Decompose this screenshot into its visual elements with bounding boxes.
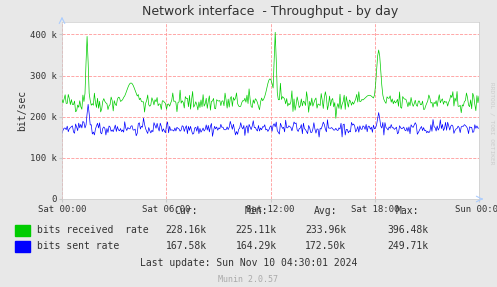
Text: 228.16k: 228.16k bbox=[166, 226, 207, 235]
Text: Min:: Min: bbox=[244, 206, 268, 216]
Y-axis label: bit/sec: bit/sec bbox=[17, 90, 27, 131]
Text: 167.58k: 167.58k bbox=[166, 241, 207, 251]
Text: 164.29k: 164.29k bbox=[236, 241, 276, 251]
Text: Cur:: Cur: bbox=[174, 206, 198, 216]
Text: 172.50k: 172.50k bbox=[305, 241, 346, 251]
Title: Network interface  - Throughput - by day: Network interface - Throughput - by day bbox=[142, 5, 399, 18]
Text: 396.48k: 396.48k bbox=[387, 226, 428, 235]
Text: 233.96k: 233.96k bbox=[305, 226, 346, 235]
Text: Avg:: Avg: bbox=[314, 206, 337, 216]
Text: 225.11k: 225.11k bbox=[236, 226, 276, 235]
Text: bits sent rate: bits sent rate bbox=[37, 241, 119, 251]
Text: Max:: Max: bbox=[396, 206, 419, 216]
Text: 249.71k: 249.71k bbox=[387, 241, 428, 251]
Text: RRDTOOL / TOBI OETIKER: RRDTOOL / TOBI OETIKER bbox=[490, 82, 495, 165]
Text: bits received  rate: bits received rate bbox=[37, 226, 149, 235]
Text: Munin 2.0.57: Munin 2.0.57 bbox=[219, 275, 278, 284]
Text: Last update: Sun Nov 10 04:30:01 2024: Last update: Sun Nov 10 04:30:01 2024 bbox=[140, 258, 357, 267]
